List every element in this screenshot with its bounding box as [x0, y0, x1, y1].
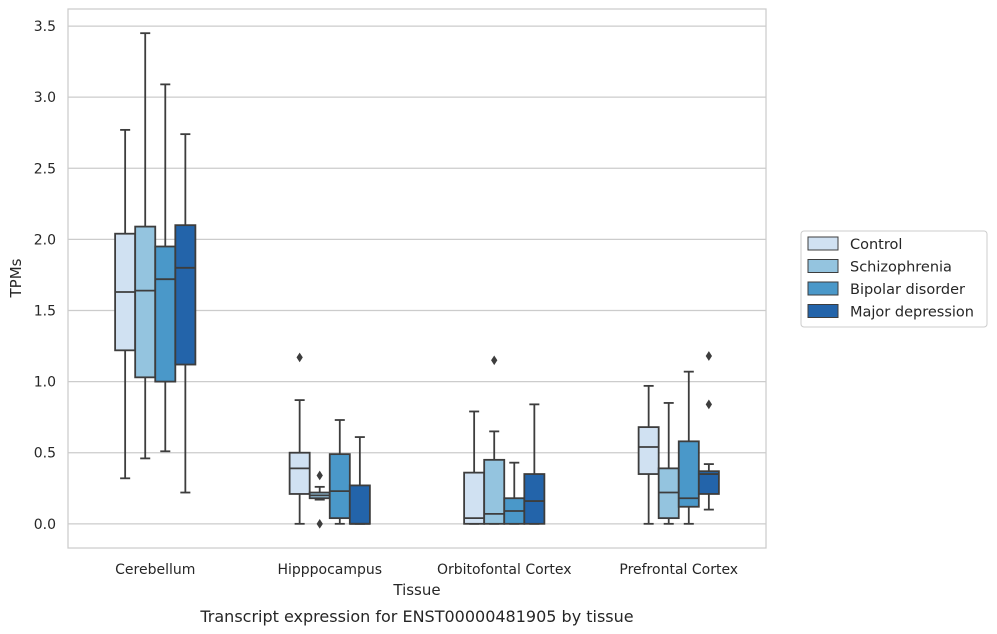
- box: [348, 436, 371, 525]
- box: [483, 355, 506, 525]
- outlier-point: [316, 518, 323, 529]
- chart-caption: Transcript expression for ENST0000048190…: [199, 607, 633, 626]
- legend: Control Schizophrenia Bipolar disorder Majo…: [800, 230, 988, 328]
- box-body: [288, 451, 311, 495]
- x-axis-title: Tissue: [392, 581, 440, 599]
- box: [174, 133, 197, 494]
- box: [637, 384, 660, 525]
- box: [657, 402, 680, 525]
- box: [503, 461, 526, 525]
- box-body: [134, 225, 157, 379]
- y-tick-label: 0.0: [34, 517, 56, 533]
- legend-swatch: [807, 259, 839, 273]
- box: [328, 419, 351, 525]
- legend-swatch: [807, 281, 839, 296]
- box-body: [483, 458, 506, 525]
- outlier-point: [316, 470, 323, 481]
- outlier-point: [705, 399, 713, 410]
- box: [134, 32, 157, 460]
- series-control: [114, 128, 660, 525]
- box: [697, 351, 720, 511]
- legend-label: Control: [850, 237, 902, 253]
- series-schizophrenia: [134, 32, 680, 529]
- box: [154, 83, 177, 453]
- box: [308, 470, 331, 529]
- box-body: [174, 224, 197, 366]
- y-tick-label: 0.5: [34, 446, 56, 462]
- x-tick-label: Orbitofontal Cortex: [437, 562, 572, 578]
- series-major-depression: [174, 133, 720, 525]
- x-tick-labels: Cerebellum Hipppocampus Orbitofontal Corte…: [115, 562, 738, 578]
- box-body: [328, 453, 351, 520]
- box-series: [114, 32, 720, 529]
- y-tick-label: 3.0: [34, 90, 56, 106]
- box: [523, 403, 546, 525]
- y-tick-label: 1.0: [34, 375, 56, 391]
- box-body: [637, 426, 660, 475]
- y-tick-label: 1.5: [34, 303, 56, 319]
- x-tick-label: Hipppocampus: [277, 562, 382, 578]
- legend-label: Schizophrenia: [850, 260, 952, 276]
- box-body: [677, 440, 700, 508]
- box-body: [463, 471, 486, 525]
- box: [114, 128, 137, 480]
- box: [288, 352, 311, 525]
- box-body: [154, 245, 177, 383]
- box: [677, 370, 700, 525]
- y-tick-label: 2.0: [34, 232, 56, 248]
- outlier-point: [296, 352, 303, 363]
- legend-frame: [800, 230, 988, 328]
- y-tick-labels: 0.0 0.5 1.0 1.5 2.0 2.5 3.0 3.5: [34, 19, 56, 533]
- outlier-point: [491, 355, 498, 366]
- outlier-point: [705, 351, 713, 361]
- y-tick-label: 2.5: [34, 161, 56, 177]
- box-body: [697, 470, 720, 495]
- box-body: [348, 484, 371, 525]
- x-tick-label: Prefrontal Cortex: [619, 562, 738, 578]
- box: [463, 410, 486, 525]
- legend-label: Bipolar disorder: [850, 282, 965, 298]
- series-bipolar-disorder: [154, 83, 700, 525]
- y-tick-label: 3.5: [34, 19, 56, 35]
- plot-area-frame: [67, 8, 767, 549]
- x-tick-label: Cerebellum: [115, 562, 195, 578]
- legend-swatch: [807, 304, 839, 318]
- legend-label: Major depression: [850, 305, 974, 321]
- box-body: [523, 473, 546, 525]
- y-axis-title: TPMs: [7, 258, 25, 298]
- legend-swatch: [807, 236, 839, 251]
